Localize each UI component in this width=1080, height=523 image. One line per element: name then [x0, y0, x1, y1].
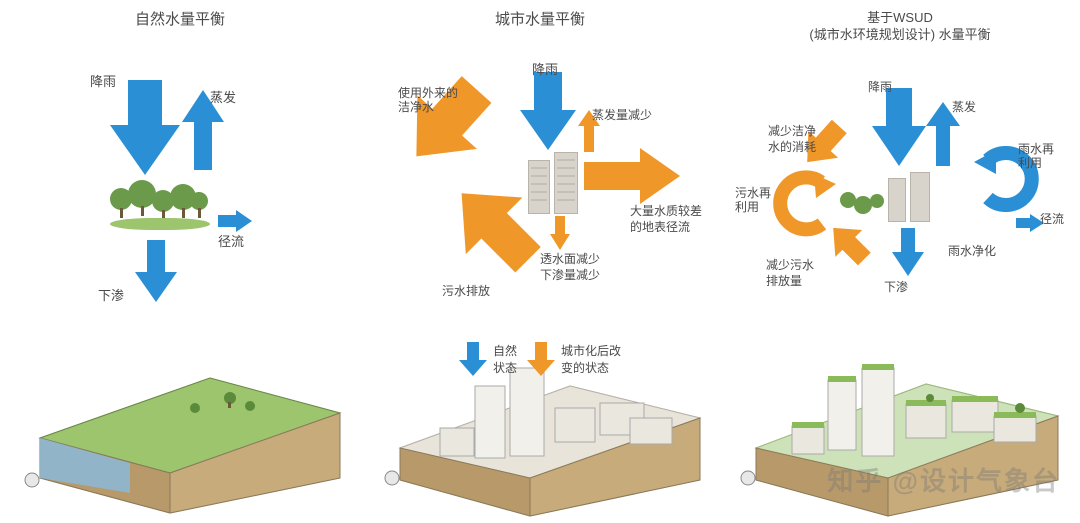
arrow-urban-rain: [520, 72, 576, 150]
label-rain-purify: 雨水净化: [948, 244, 996, 258]
label-runoff: 径流: [218, 234, 244, 250]
title-wsud-sub: (城市水环境规划设计) 水量平衡: [809, 27, 990, 42]
label-wsud-rain: 降雨: [868, 80, 892, 94]
veg-wsud: [840, 192, 890, 226]
label-sewage: 污水排放: [442, 284, 490, 298]
panel-natural: 自然水量平衡 降雨 蒸发 径流 下渗: [0, 0, 360, 518]
arrow-wsud-rain: [872, 88, 926, 166]
terrain-natural-svg: [0, 358, 360, 518]
label-evap: 蒸发: [210, 90, 236, 106]
arrow-sewage: [415, 180, 535, 290]
terrain-urban: [360, 358, 720, 518]
label-perm1: 透水面减少: [540, 252, 600, 266]
legend-natural: 自然 状态: [459, 342, 517, 376]
arrow-reduce-sewage: [814, 222, 868, 272]
label-evap-reduce: 蒸发量减少: [592, 108, 652, 122]
label-big-runoff2: 的地表径流: [630, 220, 690, 234]
buildings-urban: [528, 152, 580, 214]
arrow-infil-down: [135, 240, 177, 302]
label-infil: 下渗: [98, 288, 124, 304]
buildings-wsud: [888, 172, 932, 222]
title-wsud: 基于WSUD (城市水环境规划设计) 水量平衡: [720, 0, 1080, 44]
vegetation-cluster: [110, 180, 210, 235]
label-reduce-potable2: 水的消耗: [768, 140, 816, 154]
label-rain-reuse: 雨水再 利用: [1018, 142, 1054, 171]
arrow-big-runoff: [584, 148, 680, 204]
label-wsud-evap: 蒸发: [952, 100, 976, 114]
title-wsud-pre: 基于WSUD: [867, 10, 933, 25]
label-reduce-sewage1: 减少污水: [766, 258, 814, 272]
arrow-runoff-right: [218, 210, 252, 232]
diagram-wsud: 降雨 蒸发 减少洁净 水的消耗 污水再 利用 雨水再 利用: [720, 44, 1080, 344]
legend-urban: 城市化后改 变的状态: [527, 342, 621, 376]
legend-urban-label: 城市化后改 变的状态: [561, 342, 621, 376]
title-urban: 城市水量平衡: [360, 0, 720, 30]
arrow-infil-reduce: [550, 216, 570, 250]
label-wsud-infil: 下渗: [884, 280, 908, 294]
panel-urban: 城市水量平衡 降雨 蒸发量减少 使用外来的 洁净水: [360, 0, 720, 518]
legend-natural-label: 自然 状态: [493, 342, 517, 376]
label-potable: 使用外来的 洁净水: [398, 86, 458, 115]
label-rain: 降雨: [90, 74, 116, 90]
arrow-rain-down: [110, 80, 180, 175]
arrow-wsud-infil: [892, 228, 924, 276]
label-reduce-potable1: 减少洁净: [768, 124, 816, 138]
title-natural: 自然水量平衡: [0, 0, 360, 30]
legend-row: 自然 状态 城市化后改 变的状态: [459, 342, 621, 376]
label-wsud-runoff: 径流: [1040, 212, 1064, 226]
diagram-natural: 降雨 蒸发 径流 下渗: [0, 30, 360, 330]
terrain-natural: [0, 358, 360, 518]
label-urban-rain: 降雨: [532, 62, 558, 78]
watermark: 知乎 @设计气象台: [827, 461, 1060, 498]
panel-wsud: 基于WSUD (城市水环境规划设计) 水量平衡 降雨 蒸发 减少洁净 水的消耗 …: [720, 0, 1080, 518]
diagram-urban: 降雨 蒸发量减少 使用外来的 洁净水 大量水质较差 的地表径流: [360, 30, 720, 330]
label-perm2: 下渗量减少: [540, 268, 600, 282]
label-big-runoff1: 大量水质较差: [630, 204, 702, 218]
label-sewage-reuse: 污水再 利用: [735, 186, 771, 215]
terrain-urban-svg: [360, 358, 720, 518]
label-reduce-sewage2: 排放量: [766, 274, 802, 288]
